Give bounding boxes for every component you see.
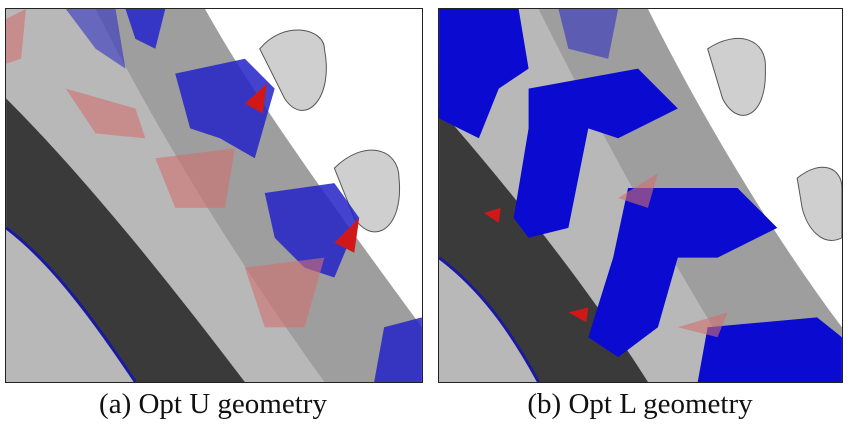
caption-a: (a) Opt U geometry (3, 388, 423, 421)
panel-image-a (5, 8, 423, 383)
panel-image-b (438, 8, 843, 383)
caption-b: (b) Opt L geometry (430, 388, 847, 421)
figure-page: (a) Opt U geometry (b) Opt L geometry ((… (0, 0, 847, 437)
